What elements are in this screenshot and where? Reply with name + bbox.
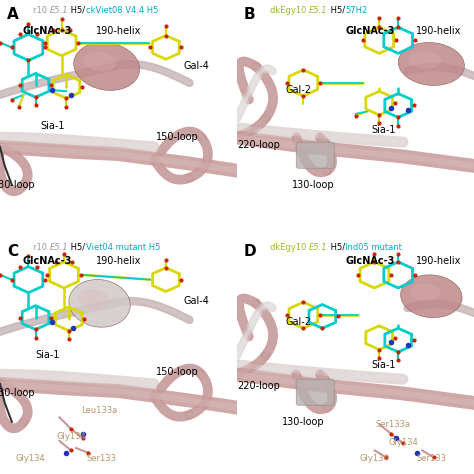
Ellipse shape bbox=[410, 283, 440, 301]
Text: Gly134: Gly134 bbox=[56, 432, 86, 440]
Text: 130-loop: 130-loop bbox=[0, 180, 36, 190]
Text: Gly134: Gly134 bbox=[360, 454, 389, 463]
Text: E5.1: E5.1 bbox=[309, 6, 328, 15]
Text: Ind05 mutant: Ind05 mutant bbox=[345, 243, 402, 252]
Text: Gal-4: Gal-4 bbox=[184, 61, 210, 72]
Text: Sia-1: Sia-1 bbox=[372, 125, 396, 136]
Text: 57H2: 57H2 bbox=[345, 6, 367, 15]
Text: GlcNAc-3: GlcNAc-3 bbox=[345, 26, 394, 36]
Text: D: D bbox=[244, 244, 257, 259]
Ellipse shape bbox=[408, 51, 441, 68]
Text: GlcNAc-3: GlcNAc-3 bbox=[23, 26, 72, 36]
Text: E5.1: E5.1 bbox=[50, 6, 68, 15]
FancyBboxPatch shape bbox=[296, 142, 334, 168]
Text: GlcNAc-3: GlcNAc-3 bbox=[23, 255, 72, 266]
Text: Ser133a: Ser133a bbox=[376, 420, 411, 428]
Text: 190-helix: 190-helix bbox=[416, 26, 461, 36]
Text: H5/: H5/ bbox=[68, 6, 85, 15]
Text: Sia-1: Sia-1 bbox=[40, 120, 64, 131]
Text: E5.1: E5.1 bbox=[309, 243, 328, 252]
Text: Gly134: Gly134 bbox=[16, 454, 46, 463]
Text: 150-loop: 150-loop bbox=[156, 367, 199, 377]
Text: 190-helix: 190-helix bbox=[416, 255, 461, 266]
Text: 130-loop: 130-loop bbox=[0, 388, 36, 399]
Ellipse shape bbox=[401, 275, 462, 318]
Text: H5/: H5/ bbox=[328, 243, 345, 252]
Text: 150-loop: 150-loop bbox=[156, 132, 199, 143]
Ellipse shape bbox=[83, 52, 117, 72]
Text: 190-helix: 190-helix bbox=[96, 255, 141, 266]
Text: 190-helix: 190-helix bbox=[96, 26, 141, 36]
Ellipse shape bbox=[398, 43, 465, 85]
Ellipse shape bbox=[78, 289, 109, 308]
Text: dkEgy10: dkEgy10 bbox=[270, 6, 309, 15]
Text: ckViet08 V4.4 H5: ckViet08 V4.4 H5 bbox=[85, 6, 158, 15]
Text: A: A bbox=[7, 7, 19, 22]
Text: H5/: H5/ bbox=[68, 243, 85, 252]
Text: Gal-2: Gal-2 bbox=[286, 317, 311, 328]
Text: dkEgy10: dkEgy10 bbox=[270, 243, 309, 252]
Text: 130-loop: 130-loop bbox=[292, 180, 334, 190]
Text: Ser133: Ser133 bbox=[416, 454, 447, 463]
Text: Sia-1: Sia-1 bbox=[372, 360, 396, 370]
Ellipse shape bbox=[74, 42, 139, 91]
Text: 220-loop: 220-loop bbox=[237, 381, 280, 392]
Text: B: B bbox=[244, 7, 256, 22]
Text: 130-loop: 130-loop bbox=[282, 417, 325, 427]
Text: GlcNAc-3: GlcNAc-3 bbox=[345, 255, 394, 266]
Text: E5.1: E5.1 bbox=[50, 243, 68, 252]
Text: r10: r10 bbox=[33, 243, 50, 252]
FancyBboxPatch shape bbox=[296, 379, 334, 405]
Text: C: C bbox=[7, 244, 18, 259]
Text: Leu133a: Leu133a bbox=[82, 406, 118, 414]
Text: Gal-4: Gal-4 bbox=[184, 296, 210, 306]
Text: Gly134: Gly134 bbox=[388, 438, 418, 447]
Text: Sia-1: Sia-1 bbox=[35, 350, 60, 361]
Ellipse shape bbox=[69, 280, 130, 327]
Text: Ser133: Ser133 bbox=[87, 454, 117, 463]
Text: H5/: H5/ bbox=[328, 6, 345, 15]
Text: 220-loop: 220-loop bbox=[237, 139, 280, 150]
Text: r10: r10 bbox=[33, 6, 50, 15]
Text: Gal-2: Gal-2 bbox=[286, 85, 311, 95]
Text: Viet04 mutant H5: Viet04 mutant H5 bbox=[85, 243, 160, 252]
